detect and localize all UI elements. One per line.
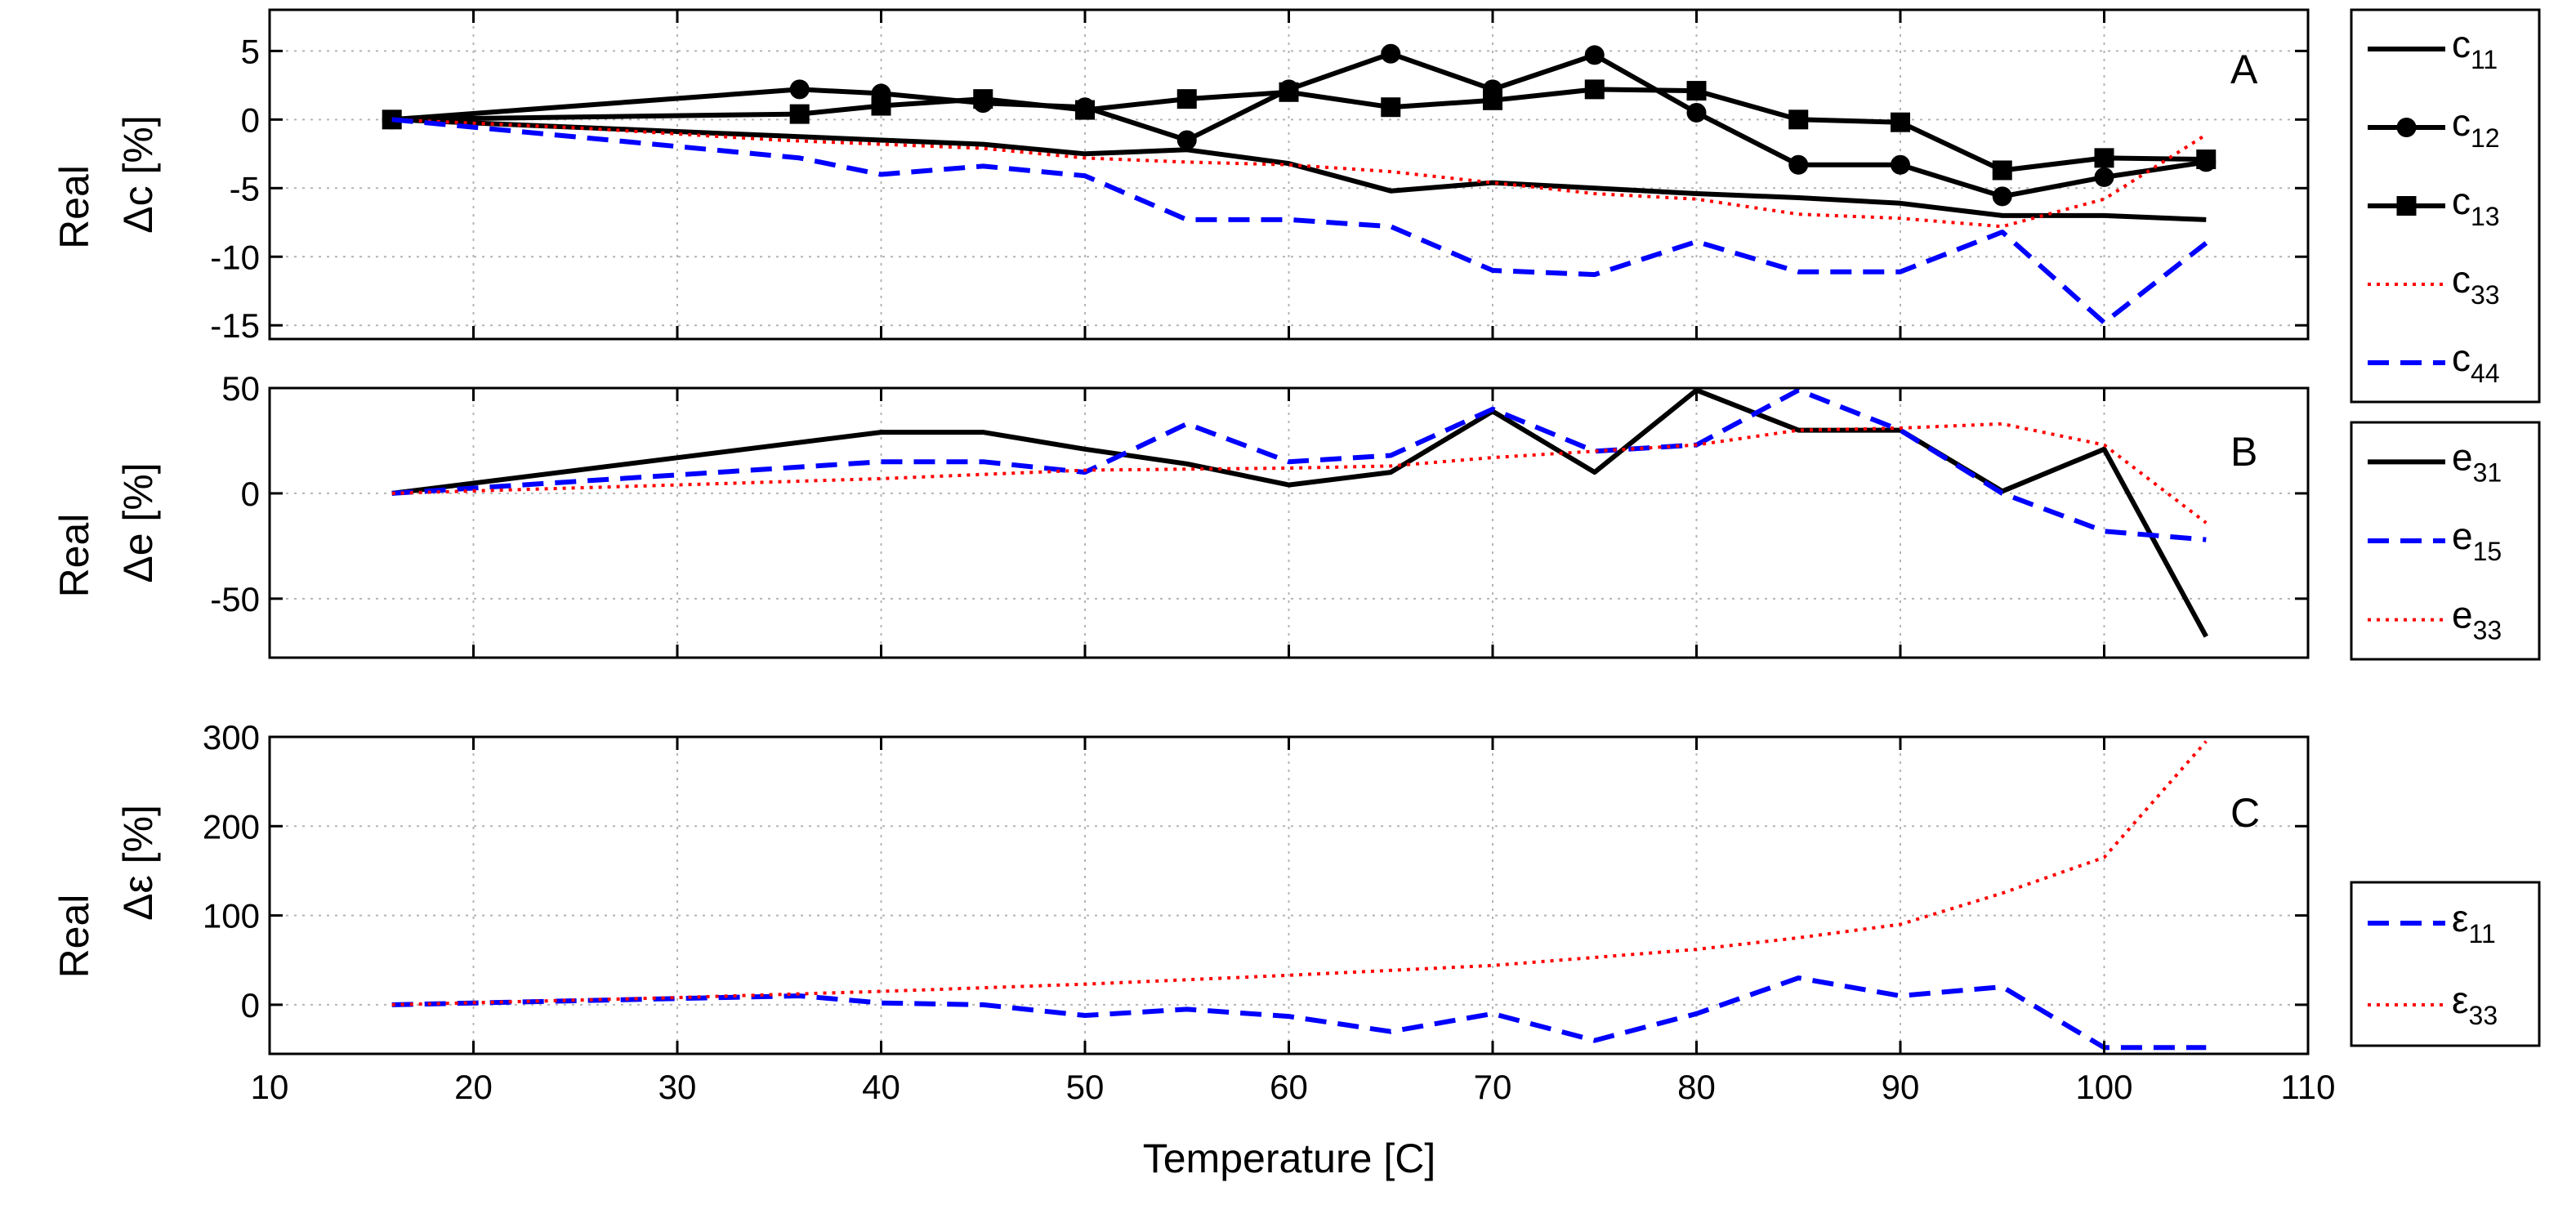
- legend-label-eps33: ε33: [2452, 979, 2498, 1030]
- y-tick-label: -10: [210, 238, 260, 276]
- data-point-c13: [2094, 148, 2114, 168]
- data-point-c12: [1686, 102, 1707, 123]
- data-point-c12: [1584, 45, 1605, 65]
- y-tick-label: 200: [203, 807, 260, 846]
- legend-label-c44: c44: [2452, 337, 2500, 388]
- data-point-c13: [1686, 81, 1707, 101]
- panel-C: 300 200 100 0 Real Δε [%] C: [51, 718, 2310, 1055]
- panel-B: 50 0 -50 Real Δe [%] B: [51, 369, 2310, 659]
- x-tick-label: 60: [1270, 1068, 1308, 1106]
- y-tick-label: 0: [241, 475, 260, 513]
- legend-label-c33: c33: [2452, 258, 2500, 310]
- data-point-c13: [789, 104, 810, 124]
- legend-box: [2350, 881, 2541, 1047]
- data-point-c12: [1891, 154, 1910, 175]
- legend-label-e31: e31: [2452, 435, 2502, 487]
- series-line-c13: [391, 87, 2207, 173]
- x-tick-label: 90: [1882, 1068, 1920, 1106]
- panel-letter: C: [2230, 790, 2260, 836]
- legend-marker-c12: [2396, 118, 2417, 137]
- data-point-c13: [1381, 97, 1401, 118]
- y-tick-label: 0: [241, 100, 260, 139]
- legend-C: ε11 ε33: [2350, 881, 2541, 1047]
- legend-marker-c13: [2396, 196, 2417, 216]
- y-tick-label: 0: [241, 986, 260, 1024]
- data-point-c13: [973, 89, 993, 109]
- y-tick-label: 300: [203, 718, 260, 756]
- data-point-c13: [1891, 112, 1910, 132]
- y-axis-label-real: Real: [51, 165, 97, 249]
- legend-A: c11 c12 c13 c33 c44: [2350, 8, 2541, 404]
- data-point-c13: [2196, 150, 2217, 170]
- y-tick-label: 50: [221, 369, 260, 408]
- series-line-eps11: [391, 975, 2207, 1051]
- y-tick-label: -50: [210, 580, 260, 618]
- series-line-c44: [391, 117, 2208, 325]
- x-tick-label: 30: [659, 1068, 697, 1106]
- data-point-c12: [789, 79, 810, 100]
- legend-B: e31 e15 e33: [2350, 421, 2541, 661]
- data-point-c13: [1483, 90, 1502, 110]
- data-point-c13: [1176, 89, 1197, 109]
- x-tick-label: 20: [454, 1068, 493, 1106]
- x-tick-label: 80: [1677, 1068, 1716, 1106]
- y-tick-label: -15: [210, 306, 260, 345]
- legend-label-e15: e15: [2452, 515, 2502, 566]
- x-axis-label: Temperature [C]: [1143, 1136, 1435, 1181]
- x-axis: 10 20 30 40 50 60 70 80 90 100 110: [251, 1068, 2336, 1106]
- legend-label-eps11: ε11: [2452, 897, 2496, 948]
- x-tick-label: 10: [251, 1068, 289, 1106]
- y-tick-label: -5: [230, 169, 260, 208]
- data-point-c13: [1075, 100, 1095, 120]
- y-tick-label: 5: [241, 32, 260, 70]
- data-point-c12: [1381, 43, 1401, 64]
- y-tick-label: 100: [203, 897, 260, 935]
- data-point-c13: [871, 96, 891, 116]
- y-axis-label: Δε [%]: [115, 805, 161, 921]
- panel-A: 5 0 -5 -10 -15 Real Δc [%] A: [51, 8, 2310, 345]
- legend-label-c12: c12: [2452, 101, 2500, 153]
- data-point-c13: [1584, 79, 1605, 100]
- legend-label-c13: c13: [2452, 180, 2500, 231]
- series-line-c33: [391, 118, 2208, 229]
- series-line-e15: [391, 387, 2207, 542]
- plot-area: [270, 737, 2308, 1054]
- data-point-c13: [1992, 160, 2012, 181]
- panel-letter: A: [2230, 47, 2258, 92]
- series-line-c11: [391, 117, 2207, 222]
- y-axis-label: Δc [%]: [115, 115, 161, 234]
- x-tick-label: 70: [1474, 1068, 1512, 1106]
- series-line-c12: [391, 51, 2207, 199]
- x-tick-label: 110: [2281, 1068, 2336, 1106]
- y-axis-label-real: Real: [51, 895, 97, 979]
- data-point-c12: [1788, 154, 1809, 175]
- data-point-c12: [2094, 167, 2114, 187]
- series-line-eps33: [391, 740, 2208, 1006]
- y-axis-label-real: Real: [51, 514, 97, 598]
- data-point-c13: [1279, 82, 1299, 102]
- panel-letter: B: [2230, 429, 2257, 475]
- x-tick-label: 100: [2075, 1068, 2132, 1106]
- x-tick-label: 40: [862, 1068, 900, 1106]
- data-point-c13: [1788, 109, 1809, 130]
- plot-area: [270, 388, 2308, 658]
- data-point-c12: [1176, 130, 1197, 150]
- x-tick-label: 50: [1066, 1068, 1105, 1106]
- legend-label-e33: e33: [2452, 594, 2502, 645]
- data-point-c12: [1992, 186, 2012, 207]
- y-axis-label: Δe [%]: [115, 462, 161, 582]
- series-line-e33: [391, 422, 2208, 524]
- legend-label-c11: c11: [2452, 23, 2498, 74]
